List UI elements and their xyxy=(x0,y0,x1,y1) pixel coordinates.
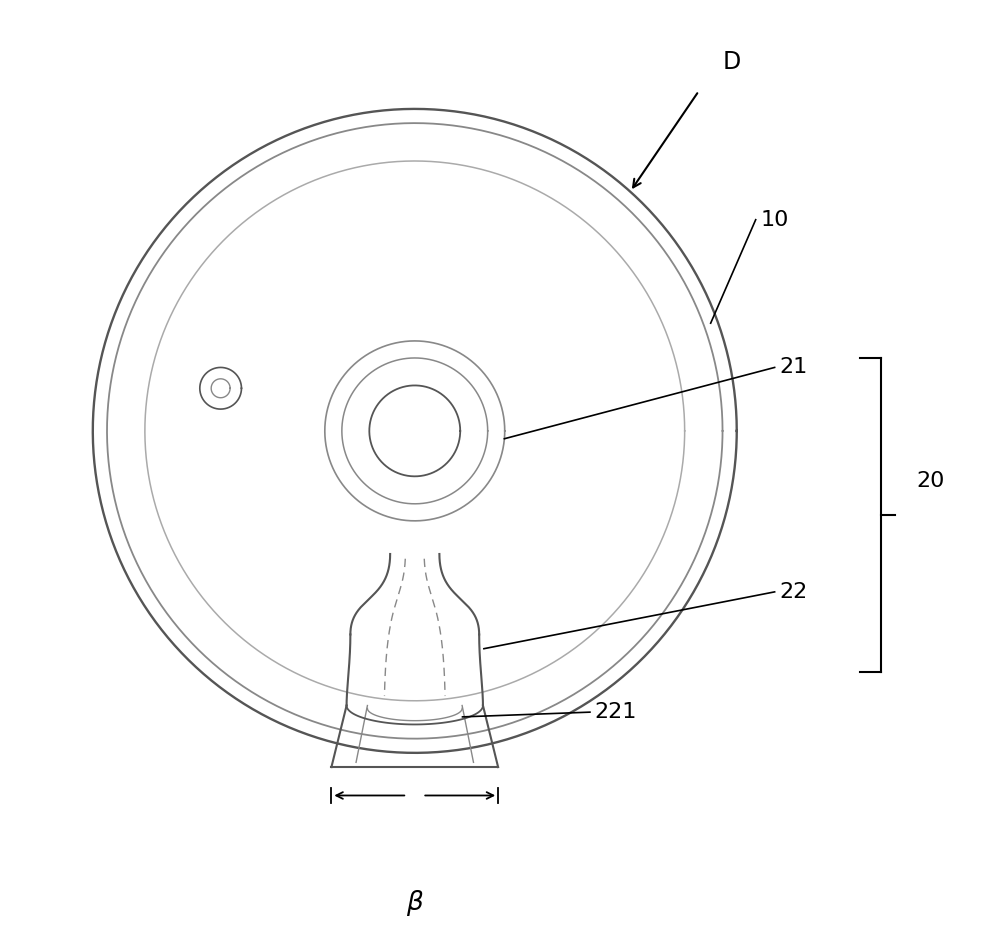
Text: 221: 221 xyxy=(595,702,637,723)
Text: 20: 20 xyxy=(917,471,945,491)
Text: D: D xyxy=(723,50,741,74)
Text: 10: 10 xyxy=(760,209,789,230)
Text: 21: 21 xyxy=(779,357,808,378)
Text: 22: 22 xyxy=(779,581,808,602)
Text: $\beta$: $\beta$ xyxy=(406,888,424,919)
